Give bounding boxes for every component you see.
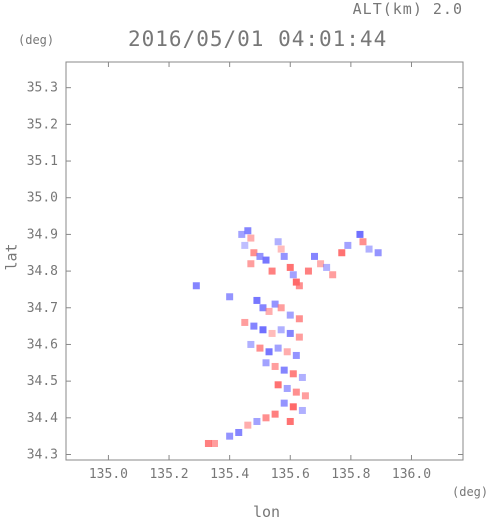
heatmap-cell <box>329 271 337 279</box>
heatmap-cell <box>259 304 267 312</box>
heatmap-cell <box>256 252 264 260</box>
heatmap-cell <box>292 351 300 359</box>
y-tick-label: 35.1 <box>27 154 58 169</box>
y-unit-label: (deg) <box>18 33 55 47</box>
heatmap-cell <box>247 234 255 242</box>
x-ticks: 135.0 135.2 135.4 135.6 135.8 136.0 <box>89 62 431 482</box>
heatmap-cell <box>359 238 367 246</box>
heatmap-cell <box>295 333 303 341</box>
heatmap-cell <box>238 230 246 238</box>
heatmap-cell <box>323 263 331 271</box>
heatmap-cell <box>262 414 270 422</box>
heatmap-cell <box>247 260 255 268</box>
y-tick-label: 34.8 <box>27 264 58 279</box>
heatmap-cell <box>280 252 288 260</box>
heatmap-cell <box>286 329 294 337</box>
heatmap-cell <box>241 241 249 249</box>
heatmap-cell <box>244 227 252 235</box>
y-tick-label: 35.0 <box>27 191 58 206</box>
y-tick-label: 34.5 <box>27 374 58 389</box>
heatmap-cell <box>311 252 319 260</box>
heatmap-cell <box>262 359 270 367</box>
plot-frame <box>65 61 464 461</box>
x-unit-label: (deg) <box>452 485 489 499</box>
heatmap-cell <box>253 296 261 304</box>
heatmap-cell <box>256 344 264 352</box>
heatmap-cell <box>250 249 258 257</box>
y-tick-label: 35.3 <box>27 81 58 96</box>
heatmap-cell <box>289 271 297 279</box>
y-tick-label: 34.6 <box>27 337 58 352</box>
x-tick-label: 135.2 <box>149 467 188 482</box>
heatmap-cell <box>356 230 364 238</box>
heatmap-cell <box>292 278 300 286</box>
x-tick-label: 135.0 <box>89 467 128 482</box>
heatmap-cell <box>338 249 346 257</box>
chart-title: 2016/05/01 04:01:44 <box>128 27 388 51</box>
heatmap-cell <box>274 238 282 246</box>
heatmap-cell <box>283 384 291 392</box>
x-axis-label: lon <box>253 503 281 521</box>
heatmap-cell <box>283 348 291 356</box>
heatmap-cell <box>280 366 288 374</box>
heatmap-cell <box>226 432 234 440</box>
data-cells <box>192 227 382 447</box>
heatmap-cell <box>253 417 261 425</box>
heatmap-cell <box>244 421 252 429</box>
heatmap-cell <box>241 318 249 326</box>
x-tick-label: 135.4 <box>210 467 249 482</box>
heatmap-cell <box>226 293 234 301</box>
heatmap-cell <box>268 267 276 275</box>
heatmap-cell <box>265 348 273 356</box>
heatmap-cell <box>365 245 373 253</box>
heatmap-cell <box>271 362 279 370</box>
heatmap-cell <box>259 326 267 334</box>
heatmap-cell <box>295 315 303 323</box>
y-tick-label: 34.4 <box>27 411 58 426</box>
heatmap-cell <box>262 256 270 264</box>
x-tick-label: 135.8 <box>331 467 370 482</box>
heatmap-cell <box>274 381 282 389</box>
y-tick-label: 35.2 <box>27 117 58 132</box>
heatmap-cell <box>286 263 294 271</box>
heatmap-cell <box>280 399 288 407</box>
heatmap-cell <box>374 249 382 257</box>
heatmap-cell <box>268 329 276 337</box>
heatmap-cell <box>289 403 297 411</box>
x-tick-label: 135.6 <box>271 467 310 482</box>
heatmap-cell <box>298 373 306 381</box>
heatmap-cell <box>286 417 294 425</box>
altitude-label: ALT(km) 2.0 <box>352 0 463 18</box>
heatmap-cell <box>304 267 312 275</box>
heatmap-cell <box>289 370 297 378</box>
heatmap-cell <box>277 245 285 253</box>
heatmap-cell <box>210 439 218 447</box>
heatmap-cell <box>277 304 285 312</box>
heatmap-cell <box>271 410 279 418</box>
x-tick-label: 136.0 <box>392 467 431 482</box>
heatmap-cell <box>265 307 273 315</box>
heatmap-cell <box>292 388 300 396</box>
heatmap-cell <box>286 311 294 319</box>
heatmap-cell <box>250 322 258 330</box>
y-tick-label: 34.9 <box>27 227 58 242</box>
y-ticks: 35.3 35.2 35.1 35.0 34.9 34.8 34.7 34.6 34.5 34.4… <box>27 81 463 462</box>
heatmap-cell <box>301 392 309 400</box>
y-tick-label: 34.3 <box>27 447 58 462</box>
y-tick-label: 34.7 <box>27 301 58 316</box>
heatmap-cell <box>317 260 325 268</box>
heatmap-cell <box>204 439 212 447</box>
heatmap-cell <box>344 241 352 249</box>
heatmap-cell <box>298 406 306 414</box>
heatmap-cell <box>277 326 285 334</box>
heatmap-cell <box>271 300 279 308</box>
heatmap-cell <box>235 428 243 436</box>
heatmap-cell <box>192 282 200 290</box>
heatmap-cell <box>295 282 303 290</box>
heatmap-cell <box>274 344 282 352</box>
heatmap-cell <box>247 340 255 348</box>
